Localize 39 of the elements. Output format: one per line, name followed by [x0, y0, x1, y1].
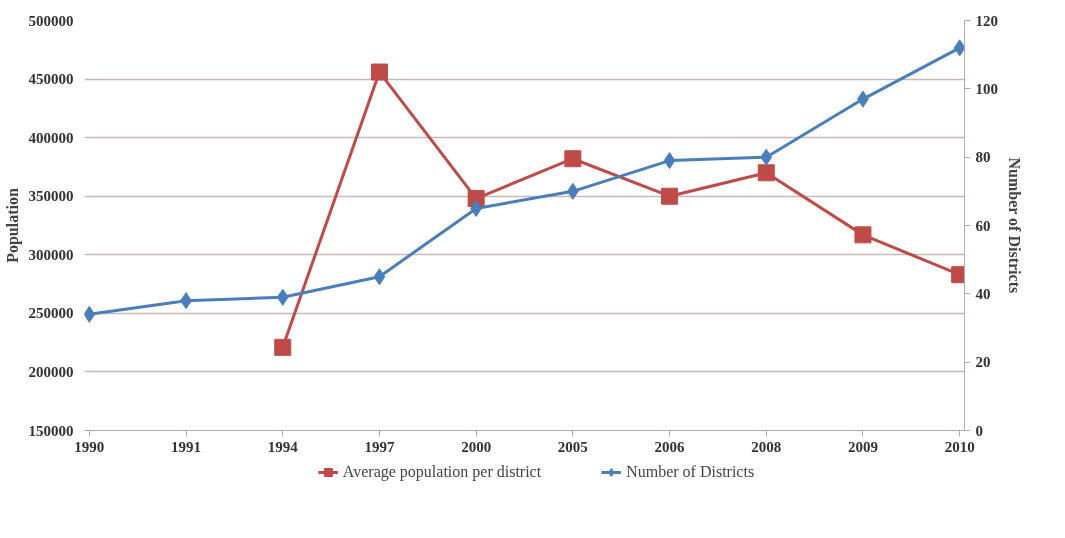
y2-tick-label: 120: [975, 12, 998, 29]
point: [274, 338, 292, 356]
y-tick-label: 300000: [28, 246, 74, 263]
legend-label: Average population per district: [342, 463, 542, 481]
legend-label: Number of Districts: [626, 463, 755, 481]
x-tick-label: 1990: [74, 438, 105, 455]
x-tick-label: 1991: [171, 438, 202, 455]
x-tick-label: 1994: [267, 438, 299, 455]
y2-tick-label: 100: [975, 80, 998, 97]
y-tick-label: 150000: [28, 422, 74, 439]
y-tick-label: 250000: [28, 305, 74, 322]
y-tick-label: 200000: [28, 363, 74, 380]
y2-tick-label: 80: [975, 149, 991, 166]
y2-tick-label: 60: [975, 217, 991, 234]
x-tick-label: 2006: [654, 438, 686, 455]
y-tick-label: 450000: [28, 71, 74, 88]
y-tick-label: 400000: [28, 129, 74, 146]
y2-tick-label: 0: [975, 422, 983, 439]
point: [373, 268, 386, 286]
point: [661, 187, 679, 205]
y-axis-title: Population: [3, 188, 22, 263]
point: [370, 63, 388, 81]
y2-tick-label: 40: [975, 285, 991, 302]
y2-axis-title: Number of Districts: [1006, 157, 1023, 294]
y2-tick-label: 20: [975, 354, 991, 371]
x-tick-label: 1997: [364, 438, 395, 455]
x-tick-label: 2010: [944, 438, 975, 455]
x-tick-label: 2008: [751, 438, 782, 455]
x-tick-label: 2009: [847, 438, 878, 455]
point: [757, 164, 775, 182]
point: [760, 148, 773, 166]
point: [564, 150, 582, 168]
point: [854, 226, 872, 244]
point: [663, 152, 676, 170]
x-tick-label: 2000: [461, 438, 492, 455]
y-tick-label: 350000: [28, 188, 74, 205]
x-tick-label: 2005: [557, 438, 588, 455]
y-tick-label: 500000: [28, 12, 74, 29]
point: [276, 288, 289, 306]
